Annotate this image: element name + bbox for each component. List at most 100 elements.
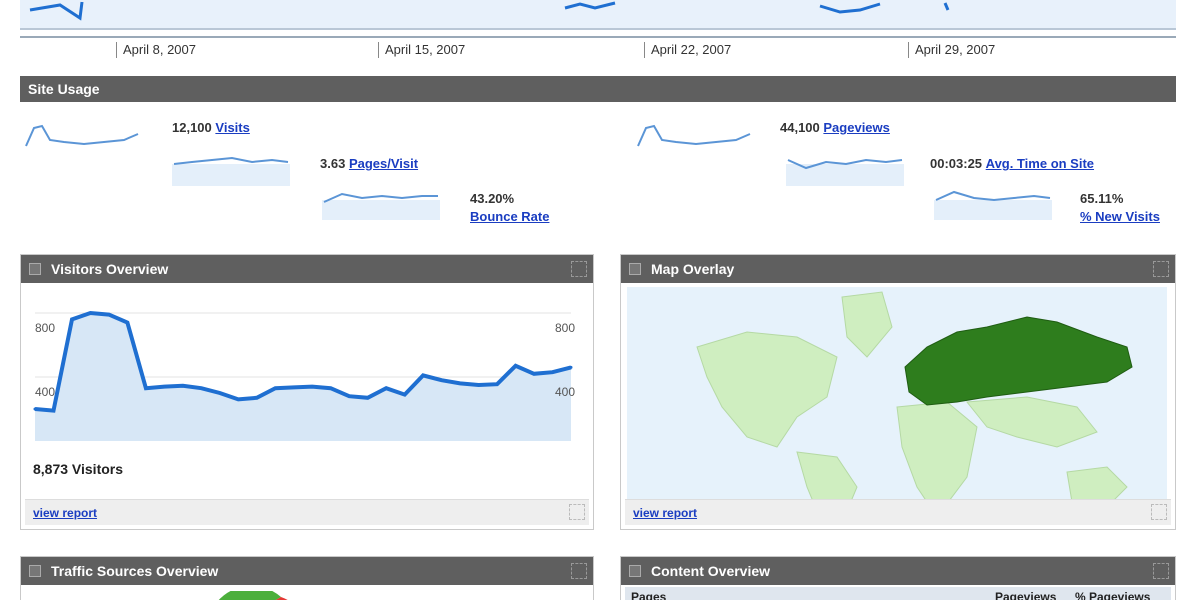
main-trend-line bbox=[29, 1, 950, 21]
panel-title: Visitors Overview bbox=[51, 261, 169, 277]
visitors-overview-panel: Visitors Overview 800 400 800 400 8,873 … bbox=[20, 254, 594, 530]
pageviews-link[interactable]: Pageviews bbox=[823, 120, 890, 135]
y-tick-label: 400 bbox=[35, 385, 56, 399]
date-tick: April 15, 2007 bbox=[378, 42, 465, 58]
drag-handle-icon[interactable] bbox=[629, 263, 641, 275]
visitors-point[interactable] bbox=[292, 385, 296, 389]
visitors-point[interactable] bbox=[347, 394, 351, 398]
panel-footer: view report bbox=[625, 499, 1171, 525]
y-tick-label: 800 bbox=[555, 321, 576, 335]
column-header-pages: Pages bbox=[631, 590, 667, 600]
content-overview-panel: Content Overview Pages Pageviews % Pagev… bbox=[620, 556, 1176, 600]
drag-handle-icon[interactable] bbox=[629, 565, 641, 577]
visitors-point[interactable] bbox=[329, 386, 333, 390]
visitors-point[interactable] bbox=[366, 396, 370, 400]
column-header-percent-pageviews: % Pageviews bbox=[1075, 590, 1151, 600]
visitors-point[interactable] bbox=[514, 364, 518, 368]
visitors-chart bbox=[33, 310, 573, 441]
column-header-pageviews: Pageviews bbox=[995, 590, 1057, 600]
traffic-sources-header[interactable]: Traffic Sources Overview bbox=[21, 557, 593, 585]
visitors-point[interactable] bbox=[310, 385, 314, 389]
metric-value: 44,100 bbox=[780, 120, 820, 135]
visitors-point[interactable] bbox=[495, 382, 499, 386]
visits-link[interactable]: Visits bbox=[215, 120, 250, 135]
visitors-point[interactable] bbox=[181, 384, 185, 388]
metric-value: 65.11% bbox=[1080, 191, 1124, 206]
visitors-point[interactable] bbox=[440, 378, 444, 382]
metric-pageviews: 44,100 Pageviews bbox=[780, 120, 890, 135]
world-map[interactable] bbox=[627, 287, 1167, 523]
date-tick: April 29, 2007 bbox=[908, 42, 995, 58]
date-axis: April 8, 2007 April 15, 2007 April 22, 2… bbox=[20, 36, 1176, 64]
pages-visit-sparkline bbox=[172, 156, 290, 186]
view-report-link[interactable]: view report bbox=[33, 506, 98, 520]
y-tick-label: 400 bbox=[555, 385, 576, 399]
visitors-point[interactable] bbox=[458, 381, 462, 385]
panel-title: Map Overlay bbox=[651, 261, 735, 277]
visitors-point[interactable] bbox=[70, 317, 74, 321]
visitors-point[interactable] bbox=[255, 396, 259, 400]
visitors-point[interactable] bbox=[88, 311, 92, 315]
visitors-point[interactable] bbox=[273, 386, 277, 390]
resize-icon[interactable] bbox=[569, 504, 585, 520]
metric-pages-visit: 3.63 Pages/Visit bbox=[320, 156, 418, 171]
panel-options-icon[interactable] bbox=[1153, 563, 1169, 579]
panel-options-icon[interactable] bbox=[571, 261, 587, 277]
panel-footer: view report bbox=[25, 499, 589, 525]
metric-new-visits: 65.11% % New Visits bbox=[1080, 190, 1160, 226]
traffic-sources-panel: Traffic Sources Overview bbox=[20, 556, 594, 600]
visitors-point[interactable] bbox=[107, 313, 111, 317]
visitors-overview-header[interactable]: Visitors Overview bbox=[21, 255, 593, 283]
visitors-point[interactable] bbox=[477, 383, 481, 387]
visits-sparkline bbox=[25, 124, 139, 147]
y-tick-label: 800 bbox=[35, 321, 56, 335]
visitors-point[interactable] bbox=[421, 373, 425, 377]
content-table-header: Pages Pageviews % Pageviews bbox=[625, 587, 1171, 600]
visitors-area bbox=[35, 313, 571, 441]
visitors-line bbox=[34, 310, 572, 413]
metric-visits: 12,100 Visits bbox=[172, 120, 250, 135]
metric-value: 43.20% bbox=[470, 191, 515, 206]
content-overview-header[interactable]: Content Overview bbox=[621, 557, 1175, 585]
visitors-point[interactable] bbox=[384, 386, 388, 390]
resize-icon[interactable] bbox=[1151, 504, 1167, 520]
visitors-point[interactable] bbox=[551, 370, 555, 374]
visitors-point[interactable] bbox=[569, 365, 573, 369]
panel-title: Content Overview bbox=[651, 563, 771, 579]
new-visits-link[interactable]: % New Visits bbox=[1080, 209, 1160, 224]
map-overlay-header[interactable]: Map Overlay bbox=[621, 255, 1175, 283]
visitors-point[interactable] bbox=[162, 385, 166, 389]
visitors-total: 8,873 Visitors bbox=[33, 461, 124, 477]
visitors-point[interactable] bbox=[236, 397, 240, 401]
site-usage-header: Site Usage bbox=[20, 76, 1176, 102]
visitors-point[interactable] bbox=[33, 407, 37, 411]
metric-time-on-site: 00:03:25 Avg. Time on Site bbox=[930, 156, 1094, 171]
visitors-point[interactable] bbox=[403, 393, 407, 397]
bounce-rate-link[interactable]: Bounce Rate bbox=[470, 209, 550, 224]
new-visits-sparkline bbox=[934, 190, 1052, 220]
visitors-point[interactable] bbox=[199, 386, 203, 390]
bounce-rate-sparkline bbox=[322, 192, 440, 220]
drag-handle-icon[interactable] bbox=[29, 263, 41, 275]
metric-value: 00:03:25 bbox=[930, 156, 983, 171]
date-tick: April 22, 2007 bbox=[644, 42, 731, 58]
pages-visit-link[interactable]: Pages/Visit bbox=[348, 156, 419, 171]
visitors-point[interactable] bbox=[51, 409, 55, 413]
panel-options-icon[interactable] bbox=[1153, 261, 1169, 277]
metric-bounce-rate: 43.20% Bounce Rate bbox=[470, 190, 549, 226]
visitors-point[interactable] bbox=[144, 386, 148, 390]
date-tick: April 8, 2007 bbox=[116, 42, 196, 58]
panel-options-icon[interactable] bbox=[571, 563, 587, 579]
panel-title: Traffic Sources Overview bbox=[51, 563, 219, 579]
visitors-point[interactable] bbox=[125, 321, 129, 325]
map-overlay-panel: Map Overlay view report bbox=[620, 254, 1176, 530]
time-on-site-sparkline bbox=[786, 158, 904, 186]
metric-value: 3.63 bbox=[320, 156, 346, 171]
drag-handle-icon[interactable] bbox=[29, 565, 41, 577]
view-report-link[interactable]: view report bbox=[633, 506, 698, 520]
visitors-point[interactable] bbox=[532, 372, 536, 376]
world-map-shapes bbox=[696, 291, 1133, 523]
visitors-point[interactable] bbox=[218, 391, 222, 395]
time-on-site-link[interactable]: Avg. Time on Site bbox=[985, 156, 1095, 171]
traffic-pie-chart bbox=[218, 591, 288, 600]
